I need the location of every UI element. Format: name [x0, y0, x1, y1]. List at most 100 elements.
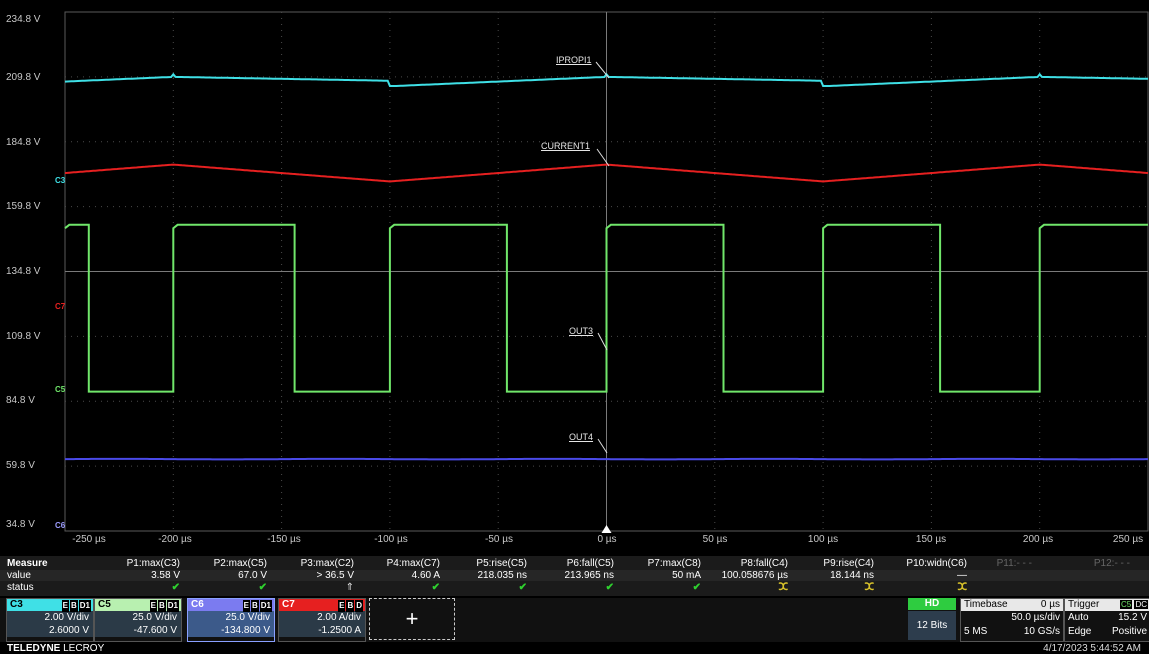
param-value: 3.58 V — [151, 570, 180, 581]
x-tick-label: 0 µs — [597, 534, 617, 545]
param-value: 67.0 V — [238, 570, 267, 581]
channel-badges: E B D1 — [149, 600, 179, 612]
trace-label-current[interactable]: CURRENT1 — [541, 141, 591, 151]
x-tick-label: 100 µs — [807, 534, 839, 545]
timestamp: 4/17/2023 5:44:52 AM — [1043, 643, 1141, 654]
x-tick-label: -200 µs — [158, 534, 192, 545]
channel-offset: 2.6000 V — [7, 624, 93, 637]
param-name[interactable]: P6:fall(C5) — [566, 558, 614, 569]
status-warning-icon: ⵋ — [778, 582, 788, 593]
channel-offset: -1.2500 A — [279, 624, 365, 637]
param-name[interactable]: P5:rise(C5) — [476, 558, 527, 569]
trigger-position-marker — [601, 525, 612, 533]
param-name[interactable]: P4:max(C7) — [386, 558, 440, 569]
trigger-source: C5 — [1119, 600, 1133, 609]
trace-label-out3[interactable]: OUT3 — [569, 326, 594, 336]
row-label-status: status — [7, 582, 34, 593]
status-ok-icon: ✔ — [431, 582, 440, 593]
param-value: — — [957, 570, 967, 581]
trace-current — [64, 163, 1149, 183]
add-channel-button[interactable]: + — [369, 598, 455, 640]
x-tick-label: -150 µs — [267, 534, 301, 545]
trigger-label: Trigger — [1068, 599, 1100, 610]
hd-badge[interactable]: HD — [908, 598, 956, 610]
timebase-label: Timebase — [964, 599, 1008, 610]
channel-scale: 25.0 V/div — [188, 611, 274, 624]
trigger-descriptor[interactable]: Trigger C5 DC Auto 15.2 V Edge Positive — [1064, 598, 1149, 642]
trace-label-out4[interactable]: OUT4 — [569, 432, 594, 442]
x-tick-label: 200 µs — [1022, 534, 1054, 545]
y-tick-label: 109.8 V — [6, 331, 41, 342]
c7-offset-marker[interactable]: C7 — [55, 302, 66, 311]
param-name[interactable]: P3:max(C2) — [300, 558, 354, 569]
trigger-coupling: DC — [1134, 600, 1148, 609]
label-leader-line — [597, 438, 608, 454]
channel-name: C5 — [98, 599, 111, 610]
status-ok-icon: ✔ — [258, 582, 267, 593]
y-tick-label: 184.8 V — [6, 137, 41, 148]
channel-badges: E B D1 — [242, 600, 272, 612]
param-value: > 36.5 V — [316, 570, 354, 581]
trace-out3 — [64, 223, 1148, 393]
brand-logo: TELEDYNE LECROY — [7, 643, 105, 654]
param-name[interactable]: P9:rise(C4) — [823, 558, 874, 569]
channel-badges: E B D1 — [61, 600, 91, 612]
param-value: 4.60 A — [411, 570, 440, 581]
channel-scale: 25.0 V/div — [95, 611, 181, 624]
status-ok-icon: ✔ — [605, 582, 614, 593]
x-tick-label: 150 µs — [915, 534, 947, 545]
channel-c3-descriptor[interactable]: C3 E B D1 2.00 V/div 2.6000 V — [6, 598, 94, 642]
param-value: 50 mA — [672, 570, 701, 581]
trigger-level: 15.2 V — [1118, 612, 1147, 623]
timebase-points: 5 MS — [964, 626, 988, 637]
measure-header-row: Measure P1:max(C3) P2:max(C5) P3:max(C2)… — [0, 558, 1149, 569]
channel-c6-descriptor[interactable]: C6 E B D1 25.0 V/div -134.800 V — [187, 598, 275, 642]
param-value: 213.965 ns — [564, 570, 615, 581]
x-tick-label: 250 µs — [1112, 534, 1144, 545]
c6-offset-marker[interactable]: C6 — [55, 521, 66, 530]
channel-name: C7 — [282, 599, 295, 610]
status-warning-icon: ⵋ — [957, 582, 967, 593]
timebase-rate: 10 GS/s — [1023, 626, 1060, 637]
waveform-display[interactable]: 234.8 V 209.8 V 184.8 V 159.8 V 134.8 V … — [0, 0, 1149, 556]
status-ok-icon: ✔ — [692, 582, 701, 593]
c5-offset-marker[interactable]: C5 — [55, 385, 66, 394]
label-leader-line — [596, 148, 610, 167]
timebase-descriptor[interactable]: Timebase 0 µs 50.0 µs/div 5 MS 10 GS/s — [960, 598, 1064, 642]
x-tick-label: -250 µs — [72, 534, 106, 545]
c3-offset-marker[interactable]: C3 — [55, 176, 66, 185]
row-label-value: value — [7, 570, 31, 581]
param-name[interactable]: P12:- - - — [1093, 558, 1130, 569]
param-name[interactable]: P11:- - - — [996, 558, 1032, 569]
x-tick-label: 50 µs — [702, 534, 728, 545]
label-leader-line — [597, 332, 608, 351]
param-value: 18.144 ns — [830, 570, 874, 581]
channel-scale: 2.00 A/div — [279, 611, 365, 624]
channel-name: C6 — [191, 599, 204, 610]
param-name[interactable]: P1:max(C3) — [126, 558, 180, 569]
channel-scale: 2.00 V/div — [7, 611, 93, 624]
y-tick-label: 234.8 V — [6, 14, 41, 25]
measure-value-row: value 3.58 V 67.0 V > 36.5 V 4.60 A 218.… — [0, 570, 1149, 581]
channel-c5-descriptor[interactable]: C5 E B D1 25.0 V/div -47.600 V — [94, 598, 182, 642]
x-tick-label: -100 µs — [374, 534, 408, 545]
y-tick-label: 159.8 V — [6, 201, 41, 212]
y-tick-label: 59.8 V — [6, 460, 35, 471]
waveform-grid — [64, 11, 1149, 533]
param-name[interactable]: P8:fall(C4) — [740, 558, 788, 569]
resolution-bits[interactable]: 12 Bits — [908, 611, 956, 640]
trigger-type: Edge — [1068, 626, 1092, 637]
label-leader-line — [595, 61, 610, 79]
param-name[interactable]: P7:max(C8) — [647, 558, 701, 569]
timebase-delay: 0 µs — [1040, 599, 1060, 610]
trace-label-iprop[interactable]: IPROPI1 — [556, 55, 592, 65]
status-footer: TELEDYNE LECROY 4/17/2023 5:44:52 AM — [0, 643, 1149, 654]
status-warning-icon: ⵋ — [864, 582, 874, 593]
param-value: 100.058676 µs — [721, 570, 788, 581]
status-ok-icon: ✔ — [171, 582, 180, 593]
measure-title: Measure — [7, 558, 48, 569]
param-name[interactable]: P10:widn(C6) — [906, 558, 967, 569]
param-name[interactable]: P2:max(C5) — [213, 558, 267, 569]
